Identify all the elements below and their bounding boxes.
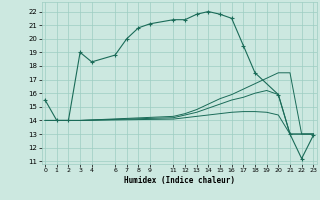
X-axis label: Humidex (Indice chaleur): Humidex (Indice chaleur) <box>124 176 235 185</box>
